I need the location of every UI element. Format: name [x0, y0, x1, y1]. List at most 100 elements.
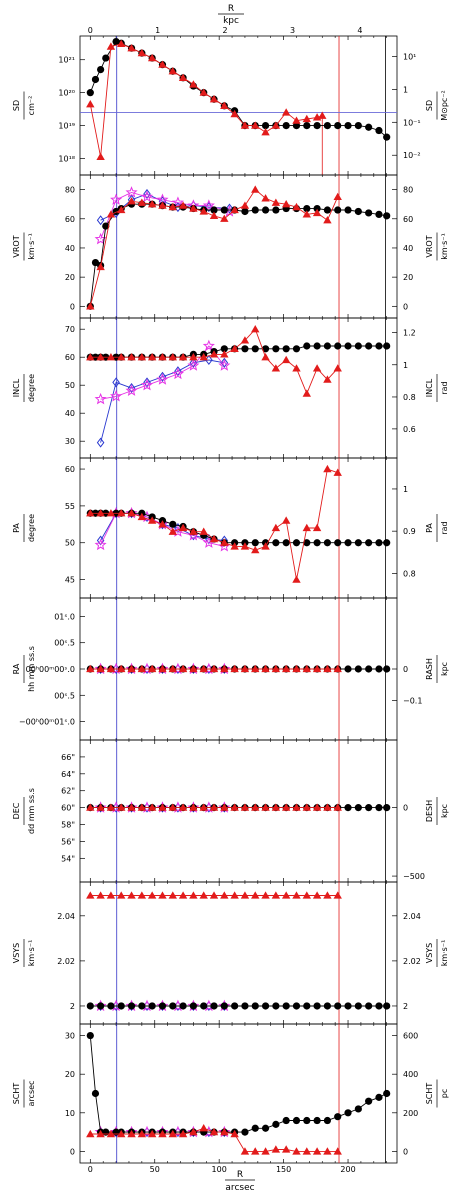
point-circle — [334, 1113, 342, 1121]
point-circle — [334, 121, 342, 130]
y-left-label: DEC dd mm ss.s — [12, 788, 36, 834]
y-left-label-unit: km·s⁻¹ — [27, 940, 36, 967]
point-circle — [292, 345, 301, 353]
point-triangle — [281, 664, 291, 673]
point-triangle — [323, 1147, 332, 1155]
point-circle — [383, 804, 391, 812]
y-right-tick-label: 1 — [403, 85, 408, 94]
point-circle — [261, 1124, 270, 1132]
point-triangle — [292, 202, 301, 211]
point-triangle — [323, 664, 332, 673]
point-triangle — [251, 545, 260, 554]
point-triangle — [312, 1147, 322, 1155]
top-axis-tick-label: 1 — [155, 26, 160, 35]
y-left-label: VSYS km·s⁻¹ — [12, 939, 36, 967]
y-right-label: DESH kpc — [425, 797, 449, 825]
point-circle — [169, 520, 177, 528]
panel-frame — [79, 174, 398, 319]
point-circle — [86, 1002, 94, 1010]
point-circle — [313, 342, 321, 350]
y-left-label: PA degree — [12, 514, 36, 542]
panel-incl: 30 40 50 60 70 0.6 0.8 1 1.2 INCL degree INCL rad — [12, 317, 449, 459]
point-star — [218, 359, 231, 371]
series-line — [89, 41, 387, 138]
point-circle — [375, 1002, 383, 1010]
point-triangle — [137, 1129, 147, 1138]
point-circle — [344, 342, 352, 350]
y-right-tick-label: 20 — [403, 273, 413, 282]
y-left-tick-label: 2.02 — [57, 957, 75, 966]
y-right-tick-label: 10⁻¹ — [403, 118, 421, 127]
point-triangle — [158, 353, 167, 361]
point-triangle — [127, 803, 136, 811]
y-left-label-name: VROT — [12, 235, 21, 257]
point-diamond — [112, 377, 120, 388]
y-right-tick-label: 0.6 — [403, 425, 416, 434]
point-circle — [241, 207, 249, 216]
point-triangle — [302, 523, 311, 532]
point-triangle — [117, 509, 126, 517]
point-triangle — [240, 201, 250, 209]
y-left-tick-label: 20 — [65, 273, 75, 282]
point-circle — [354, 1002, 362, 1010]
point-triangle — [106, 353, 116, 361]
y-left-tick-label: 40 — [65, 244, 75, 253]
y-left-tick-label: 10¹⁹ — [58, 122, 75, 131]
point-triangle — [189, 664, 198, 673]
point-star — [110, 193, 123, 205]
y-right-label: VSYS km·s⁻¹ — [425, 939, 449, 967]
point-circle — [303, 342, 311, 350]
point-triangle — [271, 523, 281, 532]
y-left-tick-label: 20 — [65, 1070, 75, 1079]
top-axis-label-unit: kpc — [223, 16, 239, 26]
point-triangle — [220, 538, 229, 546]
y-left-label-unit: hh mm ss.s — [27, 646, 36, 692]
point-triangle — [271, 891, 281, 899]
point-circle — [383, 133, 391, 141]
point-circle — [313, 204, 321, 213]
point-triangle — [199, 527, 208, 535]
point-triangle — [127, 43, 136, 52]
bottom-axis-label-unit: arcsec — [225, 1183, 254, 1193]
point-triangle — [240, 1147, 250, 1155]
point-triangle — [96, 803, 105, 811]
point-triangle — [220, 214, 229, 222]
point-triangle — [318, 111, 327, 119]
point-triangle — [96, 891, 105, 899]
y-right-tick-label: 1.2 — [403, 329, 416, 338]
point-circle — [375, 126, 383, 135]
point-triangle — [302, 803, 311, 811]
series-triangle — [86, 325, 342, 397]
point-triangle — [168, 803, 177, 811]
point-circle — [241, 1128, 249, 1136]
point-circle — [354, 804, 362, 812]
panel-frame — [79, 739, 398, 883]
panel-frame — [79, 1023, 398, 1164]
panel-frame — [79, 457, 398, 599]
y-left-tick-label: 0 — [70, 1147, 75, 1156]
point-triangle — [333, 468, 342, 476]
point-triangle — [86, 664, 95, 673]
point-triangle — [281, 1145, 291, 1153]
panel-sd: 10¹⁸ 10¹⁹ 10²⁰ 10²¹ 10⁻² 10⁻¹ 1 10¹ SD cm⁻² SD M⊙pc… — [12, 35, 449, 176]
point-circle — [220, 1002, 228, 1010]
point-triangle — [147, 891, 157, 899]
point-circle — [375, 804, 383, 812]
bottom-axis-footer: R arcsec — [225, 1170, 255, 1193]
point-triangle — [292, 891, 301, 899]
point-triangle — [106, 803, 116, 811]
point-circle — [344, 804, 352, 812]
y-right-tick-label: 1 — [403, 485, 408, 494]
point-triangle — [240, 803, 250, 811]
point-circle — [261, 1002, 270, 1010]
point-triangle — [96, 664, 105, 673]
point-triangle — [168, 1129, 177, 1138]
point-triangle — [178, 201, 188, 209]
point-circle — [97, 65, 105, 74]
point-triangle — [261, 127, 270, 136]
top-axis-header: R kpc — [218, 4, 244, 26]
point-triangle — [312, 523, 322, 532]
point-star — [125, 384, 138, 396]
point-circle — [334, 539, 342, 547]
y-right-label-name: PA — [425, 523, 434, 533]
